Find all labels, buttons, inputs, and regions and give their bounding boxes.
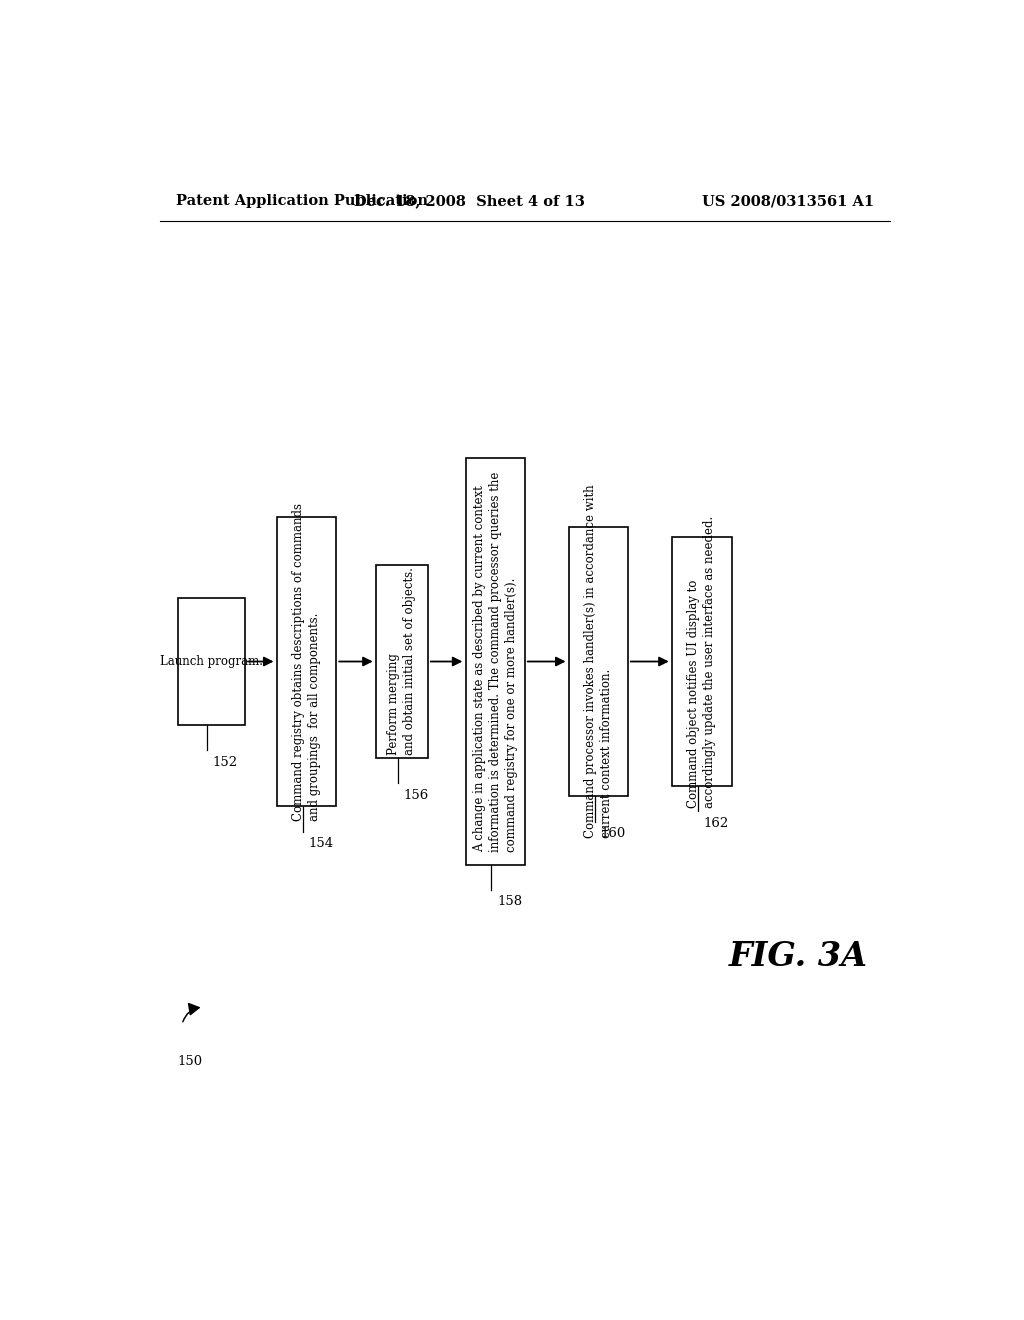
Text: US 2008/0313561 A1: US 2008/0313561 A1 xyxy=(701,194,873,209)
FancyArrowPatch shape xyxy=(183,1003,199,1022)
Text: 150: 150 xyxy=(177,1055,203,1068)
Text: Command object notifies UI display to
accordingly update the user interface as n: Command object notifies UI display to ac… xyxy=(687,515,716,808)
Text: 152: 152 xyxy=(213,755,238,768)
Text: 162: 162 xyxy=(703,817,729,829)
Text: 160: 160 xyxy=(600,826,626,840)
Bar xyxy=(177,598,245,725)
Text: Patent Application Publication: Patent Application Publication xyxy=(176,194,428,209)
Text: FIG. 3A: FIG. 3A xyxy=(729,940,868,973)
Bar xyxy=(276,516,336,807)
Text: 156: 156 xyxy=(403,788,429,801)
Bar xyxy=(376,565,428,758)
Text: Perform merging
and obtain initial set of objects.: Perform merging and obtain initial set o… xyxy=(387,568,417,755)
Text: Command processor invokes handler(s) in accordance with
current context informat: Command processor invokes handler(s) in … xyxy=(584,484,613,838)
Bar xyxy=(569,527,629,796)
Text: Command registry obtains descriptions of commands
and groupings  for all compone: Command registry obtains descriptions of… xyxy=(292,503,322,821)
Text: Dec. 18, 2008  Sheet 4 of 13: Dec. 18, 2008 Sheet 4 of 13 xyxy=(354,194,585,209)
Text: Launch program.: Launch program. xyxy=(160,655,263,668)
Text: 154: 154 xyxy=(308,837,333,850)
Bar xyxy=(672,537,731,785)
Text: A change in application state as described by current context
information is det: A change in application state as describ… xyxy=(473,471,518,851)
Bar xyxy=(466,458,525,865)
Text: 158: 158 xyxy=(497,895,522,908)
